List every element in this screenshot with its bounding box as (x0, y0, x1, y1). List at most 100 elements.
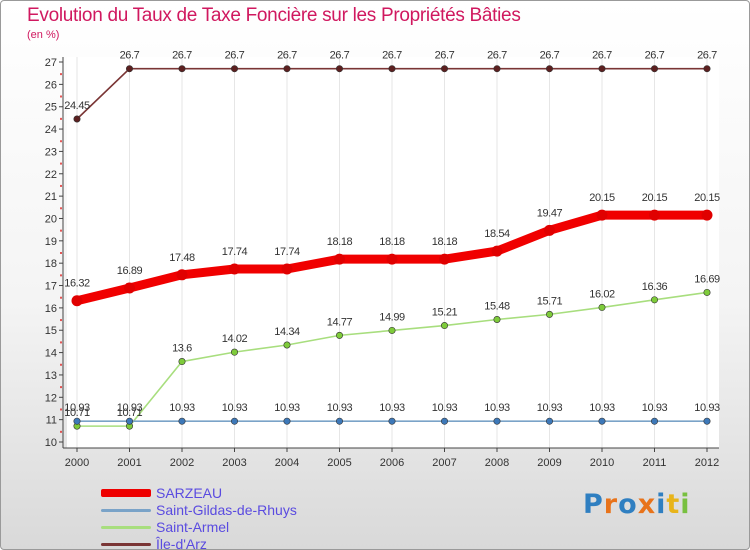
data-label-le-d-arz: 26.7 (435, 50, 455, 62)
data-label-le-d-arz: 26.7 (120, 50, 140, 62)
data-point-saint-armel (545, 310, 553, 318)
data-label-le-d-arz: 24.45 (64, 100, 90, 112)
data-label-saint-gildas-de-rhuys: 10.93 (589, 402, 615, 414)
x-tick-label: 2000 (65, 457, 89, 469)
data-point-sarzeau (439, 253, 450, 265)
data-label-le-d-arz: 26.7 (277, 50, 297, 62)
legend-label: Saint-Gildas-de-Rhuys (156, 502, 297, 518)
data-label-saint-armel: 14.34 (274, 326, 300, 338)
data-label-sarzeau: 20.15 (642, 192, 668, 204)
data-point-le-d-arz (335, 65, 343, 73)
chart-title: Evolution du Taux de Taxe Foncière sur l… (27, 5, 521, 26)
x-tick-label: 2005 (327, 457, 351, 469)
data-point-saint-gildas-de-rhuys (335, 417, 343, 425)
data-point-le-d-arz (388, 65, 396, 73)
x-tick-label: 2008 (485, 457, 509, 469)
data-label-saint-gildas-de-rhuys: 10.93 (64, 402, 90, 414)
data-point-le-d-arz (545, 65, 553, 73)
logo-letter: i (680, 489, 691, 520)
y-tick-label: 27 (45, 57, 57, 69)
data-point-sarzeau (71, 295, 83, 307)
y-tick-label: 21 (45, 191, 57, 203)
data-point-le-d-arz (126, 65, 134, 73)
y-tick-label: 16 (45, 303, 57, 315)
y-tick-label: 24 (45, 124, 57, 136)
data-point-saint-gildas-de-rhuys (388, 417, 396, 425)
data-point-saint-gildas-de-rhuys (73, 417, 81, 425)
logo-letter: x (637, 489, 657, 520)
data-point-sarzeau (491, 245, 503, 257)
data-point-sarzeau (176, 269, 188, 281)
x-tick-label: 2010 (590, 457, 614, 469)
data-point-sarzeau (386, 253, 398, 265)
data-label-saint-gildas-de-rhuys: 10.93 (537, 402, 563, 414)
data-label-le-d-arz: 26.7 (172, 50, 192, 62)
data-label-saint-armel: 16.36 (642, 281, 668, 293)
data-label-saint-armel: 14.02 (222, 333, 248, 345)
data-point-saint-armel (335, 331, 343, 339)
data-point-saint-gildas-de-rhuys (231, 417, 239, 425)
data-label-sarzeau: 20.15 (589, 192, 615, 204)
x-tick-label: 2001 (117, 457, 141, 469)
data-label-sarzeau: 18.18 (327, 236, 353, 248)
data-point-saint-gildas-de-rhuys (283, 417, 291, 425)
data-label-saint-gildas-de-rhuys: 10.93 (379, 402, 405, 414)
data-label-sarzeau: 17.74 (222, 246, 248, 258)
legend-swatch (101, 526, 151, 529)
data-point-le-d-arz (283, 65, 291, 73)
x-tick-label: 2007 (432, 457, 456, 469)
data-point-le-d-arz (178, 65, 186, 73)
data-label-saint-gildas-de-rhuys: 10.93 (274, 402, 300, 414)
data-point-le-d-arz (231, 65, 239, 73)
y-tick-label: 25 (45, 102, 57, 114)
data-point-saint-gildas-de-rhuys (598, 417, 606, 425)
data-label-le-d-arz: 26.7 (225, 50, 245, 62)
data-label-saint-gildas-de-rhuys: 10.93 (222, 402, 248, 414)
legend-swatch (101, 543, 151, 546)
y-tick-label: 22 (45, 169, 57, 181)
data-label-saint-gildas-de-rhuys: 10.93 (117, 402, 143, 414)
data-point-sarzeau (596, 209, 608, 221)
data-point-sarzeau (544, 224, 555, 236)
data-point-saint-armel (703, 288, 711, 296)
data-point-sarzeau (281, 263, 293, 275)
data-label-sarzeau: 16.89 (117, 265, 143, 277)
data-label-saint-gildas-de-rhuys: 10.93 (642, 402, 668, 414)
x-tick-label: 2003 (222, 457, 246, 469)
data-point-le-d-arz (440, 65, 448, 73)
y-tick-label: 10 (45, 437, 57, 449)
legend-label: Île-d'Arz (156, 536, 207, 550)
data-point-saint-gildas-de-rhuys (703, 417, 711, 425)
legend-label: Saint-Armel (156, 519, 230, 535)
data-point-saint-armel (388, 326, 396, 334)
data-point-sarzeau (124, 282, 135, 294)
data-label-saint-armel: 15.48 (484, 301, 510, 313)
data-label-le-d-arz: 26.7 (592, 50, 612, 62)
y-tick-label: 20 (45, 213, 57, 225)
data-point-sarzeau (701, 209, 713, 221)
data-point-saint-armel (598, 303, 606, 311)
plot-area (67, 57, 719, 448)
logo-letter: o (618, 489, 638, 520)
data-label-sarzeau: 18.54 (484, 228, 510, 240)
logo-letter: t (666, 489, 681, 520)
data-point-saint-gildas-de-rhuys (650, 417, 658, 425)
logo-letter: P (583, 489, 604, 520)
data-point-saint-armel (493, 316, 501, 324)
data-label-saint-armel: 10.71 (64, 407, 90, 419)
data-point-saint-armel (231, 348, 239, 356)
data-point-le-d-arz (650, 65, 658, 73)
data-label-saint-armel: 14.99 (379, 311, 405, 323)
x-tick-label: 2011 (643, 457, 667, 469)
x-tick-label: 2004 (275, 457, 299, 469)
data-label-saint-armel: 16.69 (694, 273, 720, 285)
data-label-saint-gildas-de-rhuys: 10.93 (484, 402, 510, 414)
y-tick-label: 26 (45, 79, 57, 91)
data-point-sarzeau (334, 253, 345, 265)
x-tick-label: 2012 (695, 457, 719, 469)
logo-letter: i (656, 489, 667, 520)
y-tick-label: 15 (45, 325, 57, 337)
data-point-saint-gildas-de-rhuys (440, 417, 448, 425)
x-tick-label: 2002 (170, 457, 194, 469)
y-tick-label: 18 (45, 258, 57, 270)
